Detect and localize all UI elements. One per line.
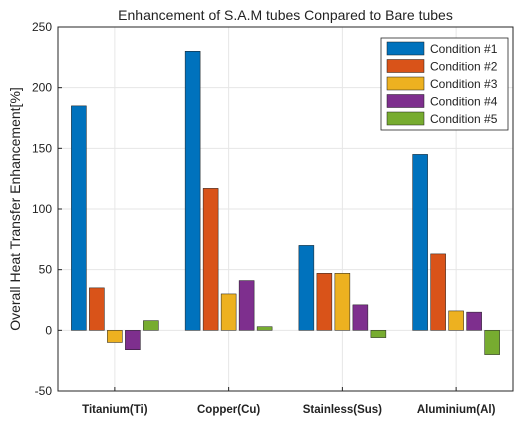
legend-swatch-4: [386, 111, 425, 126]
y-axis-label: Overall Heat Transfer Enhancement[%]: [7, 87, 23, 331]
y-tick-label-3: 100: [32, 202, 52, 216]
bar-2-3: [352, 304, 369, 331]
x-axis-categories: Titanium(Ti) Copper(Cu) Stainless(Sus) Alum…: [82, 387, 496, 416]
legend-label-1: Condition #2: [430, 60, 498, 74]
legend-swatch-2: [386, 76, 425, 91]
y-axis-ticks: -50 0 50 100 150 200 250: [32, 20, 62, 398]
y-tick-label-6: 250: [32, 20, 52, 34]
legend-label-3: Condition #4: [430, 95, 498, 109]
y-tick-label-5: 200: [32, 81, 52, 95]
bar-0-3: [125, 330, 141, 350]
legend-swatch-3: [386, 94, 425, 108]
y-tick-label-4: 150: [32, 141, 52, 155]
bar-3-2: [448, 310, 464, 331]
bar-1-0: [184, 51, 201, 331]
legend: Condition #1 Condition #2 Condition #3 Cond…: [380, 37, 509, 131]
bar-0-0: [71, 105, 87, 331]
x-category-label-1: Copper(Cu): [197, 404, 260, 416]
legend-swatch-0: [386, 41, 425, 56]
x-category-label-2: Stainless(Sus): [303, 404, 382, 416]
bar-1-1: [202, 188, 219, 331]
bar-2-0: [298, 245, 315, 331]
bar-0-1: [89, 287, 105, 331]
bar-0-4: [143, 320, 159, 331]
bar-3-4: [484, 330, 500, 355]
bar-3-0: [412, 154, 428, 331]
bar-1-4: [256, 326, 273, 331]
legend-swatch-1: [386, 59, 425, 73]
legend-label-4: Condition #5: [430, 112, 498, 126]
legend-label-0: Condition #1: [430, 42, 498, 56]
y-tick-label-1: 0: [45, 323, 52, 337]
bar-3-1: [430, 253, 446, 331]
y-tick-label-2: 50: [39, 263, 53, 277]
bar-0-2: [107, 330, 123, 343]
y-tick-label-0: -50: [35, 384, 53, 398]
bar-1-3: [238, 280, 255, 331]
bar-2-4: [370, 330, 387, 338]
chart-title: Enhancement of S.A.M tubes Conpared to B…: [118, 7, 453, 23]
x-category-label-0: Titanium(Ti): [82, 404, 148, 416]
bars: [71, 51, 500, 355]
legend-label-2: Condition #3: [430, 77, 498, 91]
bar-3-3: [466, 311, 482, 331]
bar-2-1: [316, 273, 333, 331]
bar-1-2: [220, 293, 237, 331]
bar-2-2: [334, 273, 351, 331]
x-category-label-3: Aluminium(Al): [417, 404, 496, 416]
